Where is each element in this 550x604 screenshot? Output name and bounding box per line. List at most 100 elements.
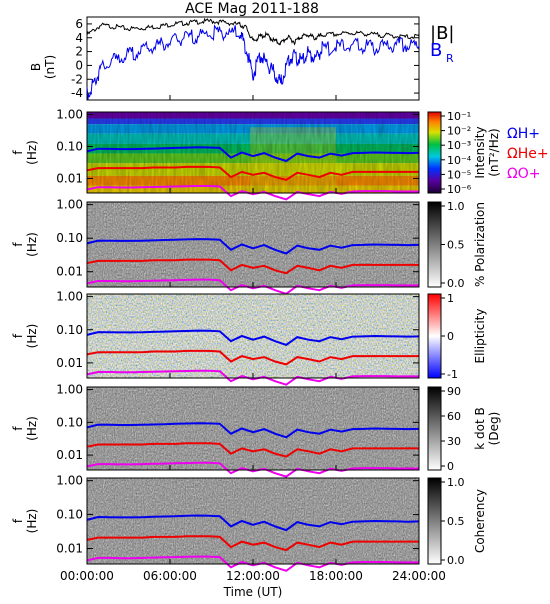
y-tick-label: 0 [75,58,83,72]
y-axis-unit: (Hz) [25,416,39,441]
gyrofrequency-line-h [86,329,420,347]
colorbar-tick-label: 0.0 [447,554,465,567]
y-axis-unit: (Hz) [25,509,39,534]
legend-b-r: B [430,40,442,61]
colorbar-tick-label: 10⁻⁴ [447,154,472,167]
y-axis-label: f [11,518,25,523]
y-axis-unit: (Hz) [25,324,39,349]
gyrofrequency-legend-he: ΩHe+ [507,146,549,162]
y-tick-label: 0.10 [56,508,83,522]
y-axis-label: f [11,333,25,338]
gyrofrequency-line-he [86,535,419,552]
colorbar-tick-label: 60 [447,410,461,423]
colorbar-tick-label: 1.0 [447,200,465,213]
colorbar-tick-label: 90 [447,385,461,398]
y-tick-label: 0.01 [56,542,83,556]
gyrofrequency-line-h [86,146,420,163]
spectrogram-panel-5: 1.00 0.10 0.01 f (Hz) 1.0 0.5 0.0 Coherency [11,474,487,572]
gyrofrequency-line-he [86,442,419,458]
colorbar-tick-label: 0.5 [447,515,465,528]
gyrofrequency-line-he [86,258,419,275]
colorbar-tick-label: 10⁻² [447,125,471,138]
gyrofrequency-line-o [86,278,419,295]
colorbar-label: % Polarization [473,202,487,287]
colorbar [427,477,442,565]
spectrogram-panel-3: 1.00 0.10 0.01 f (Hz) 1 0 -1 Ellipticity [11,290,487,386]
series-line-b-r [86,24,420,100]
spectrogram-panel-4: 1.00 0.10 0.01 f (Hz) 90 60 30 0 k dot B (Deg) [11,383,501,478]
spectrogram-panel-1: 1.00 0.10 0.01 f (Hz) 10⁻¹ 10⁻²10⁻³ 10⁻⁴10⁻⁵ 10⁻… [11,108,549,201]
y-axis-label: f [11,426,25,431]
colorbar-tick-label: 30 [447,435,461,448]
y-axis-label: B [29,63,43,71]
y-tick-label: 1.00 [56,198,83,212]
spectrogram-panels: 1.000.100.01f (Hz)10⁻¹10⁻²10⁻³10⁻⁴10⁻⁵10⁻… [11,108,549,572]
y-tick-label: 1.00 [56,108,83,122]
colorbar-label: Intensity [473,126,487,178]
x-tick-label: 18:00:00 [309,569,363,583]
y-axis-unit: (Hz) [25,232,39,257]
colorbar-tick-label: 0.0 [447,277,465,290]
colorbar-tick-label: -1 [447,368,458,381]
y-tick-label: 0.01 [56,448,83,462]
spectrogram-panel-2: 1.00 0.10 0.01 f (Hz) 1.0 0.5 0.0 % Polarization [11,198,487,295]
colorbar [427,201,442,288]
y-tick-label: -4 [71,86,83,100]
colorbar [427,111,442,194]
top-panel-frame [86,16,420,101]
y-axis-label: f [11,242,25,247]
time-axis: 00:00:00 06:00:00 12:00:00 18:00:00 24:00:00… [60,95,446,599]
colorbar-tick-label: 0 [447,460,454,473]
colorbar-tick-label: 10⁻⁶ [447,183,472,196]
x-tick-label: 24:00:00 [392,569,446,583]
y-tick-label: 0.10 [56,139,83,153]
x-tick-label: 00:00:00 [60,569,114,583]
y-tick-label: 6 [75,17,83,31]
legend-b-total: |B| [430,23,454,44]
y-tick-label: 4 [75,31,83,45]
gyrofrequency-line-h [86,238,420,255]
colorbar-label: Coherency [473,489,487,553]
y-tick-label: 0.01 [56,356,83,370]
gyrofrequency-line-o [86,369,419,386]
colorbar-tick-label: 1.0 [447,476,465,489]
y-tick-label: 1.00 [56,383,83,397]
x-tick-label: 12:00:00 [226,569,280,583]
colorbar-label: k dot B [473,407,487,449]
gyrofrequency-line-he [86,165,419,181]
series-line-b-total [86,17,420,46]
gyrofrequency-line-he [86,349,419,366]
gyrofrequency-line-o [86,185,419,201]
y-tick-label: 2 [75,45,83,59]
colorbar-tick-label: 10⁻⁵ [447,168,471,181]
figure-title: ACE Mag 2011-188 [185,1,319,17]
x-axis-label: Time (UT) [223,585,283,599]
y-tick-label: 1.00 [56,474,83,488]
y-axis-unit: (nT) [43,55,57,79]
colorbar-tick-label: 0 [447,330,454,343]
y-tick-label: 0.10 [56,415,83,429]
gyrofrequency-legend-o: ΩO+ [507,166,540,182]
colorbar-tick-label: 0.5 [447,239,465,252]
colorbar [427,386,442,471]
colorbar-tick-label: 1 [447,292,454,305]
y-axis-unit: (Hz) [25,140,39,165]
colorbar-label: (Deg) [487,412,501,446]
colorbar-tick-label: 10⁻¹ [447,110,471,123]
gyrofrequency-line-h [86,514,420,532]
x-tick-label: 06:00:00 [143,569,197,583]
gyrofrequency-line-h [86,422,420,439]
y-tick-label: 0.10 [56,323,83,337]
colorbar-label: Ellipticity [473,309,487,364]
y-tick-label: 0.10 [56,231,83,245]
colorbar-label: (nT²/Hz) [487,128,501,176]
gyrofrequency-line-o [86,555,419,572]
gyrofrequency-legend-h: ΩH+ [507,126,540,142]
y-tick-label: -2 [71,72,83,86]
colorbar [427,293,442,379]
y-tick-label: 0.01 [56,171,83,185]
gyrofrequency-line-o [86,461,419,478]
y-tick-label: 1.00 [56,290,83,304]
